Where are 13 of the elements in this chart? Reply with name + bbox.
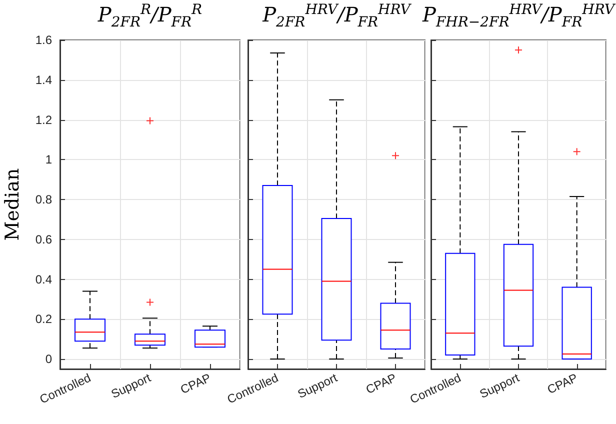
y-tick-label: 0.2 — [35, 312, 52, 326]
y-tick-label: 1.6 — [35, 33, 52, 47]
x-tick-label: CPAP — [545, 370, 580, 397]
y-tick-label: 1 — [45, 152, 52, 167]
y-axis-title: Median — [2, 168, 24, 241]
y-tick-label: 0.6 — [35, 232, 52, 246]
y-tick-label: 0.8 — [35, 192, 52, 207]
y-tick-label: 0 — [45, 352, 52, 366]
x-tick-label: CPAP — [178, 370, 213, 397]
y-tick-label: 1.4 — [35, 72, 52, 87]
y-tick-label: 1.2 — [35, 112, 52, 127]
x-tick-label: CPAP — [364, 370, 398, 397]
y-tick-label: 0.4 — [35, 272, 52, 286]
